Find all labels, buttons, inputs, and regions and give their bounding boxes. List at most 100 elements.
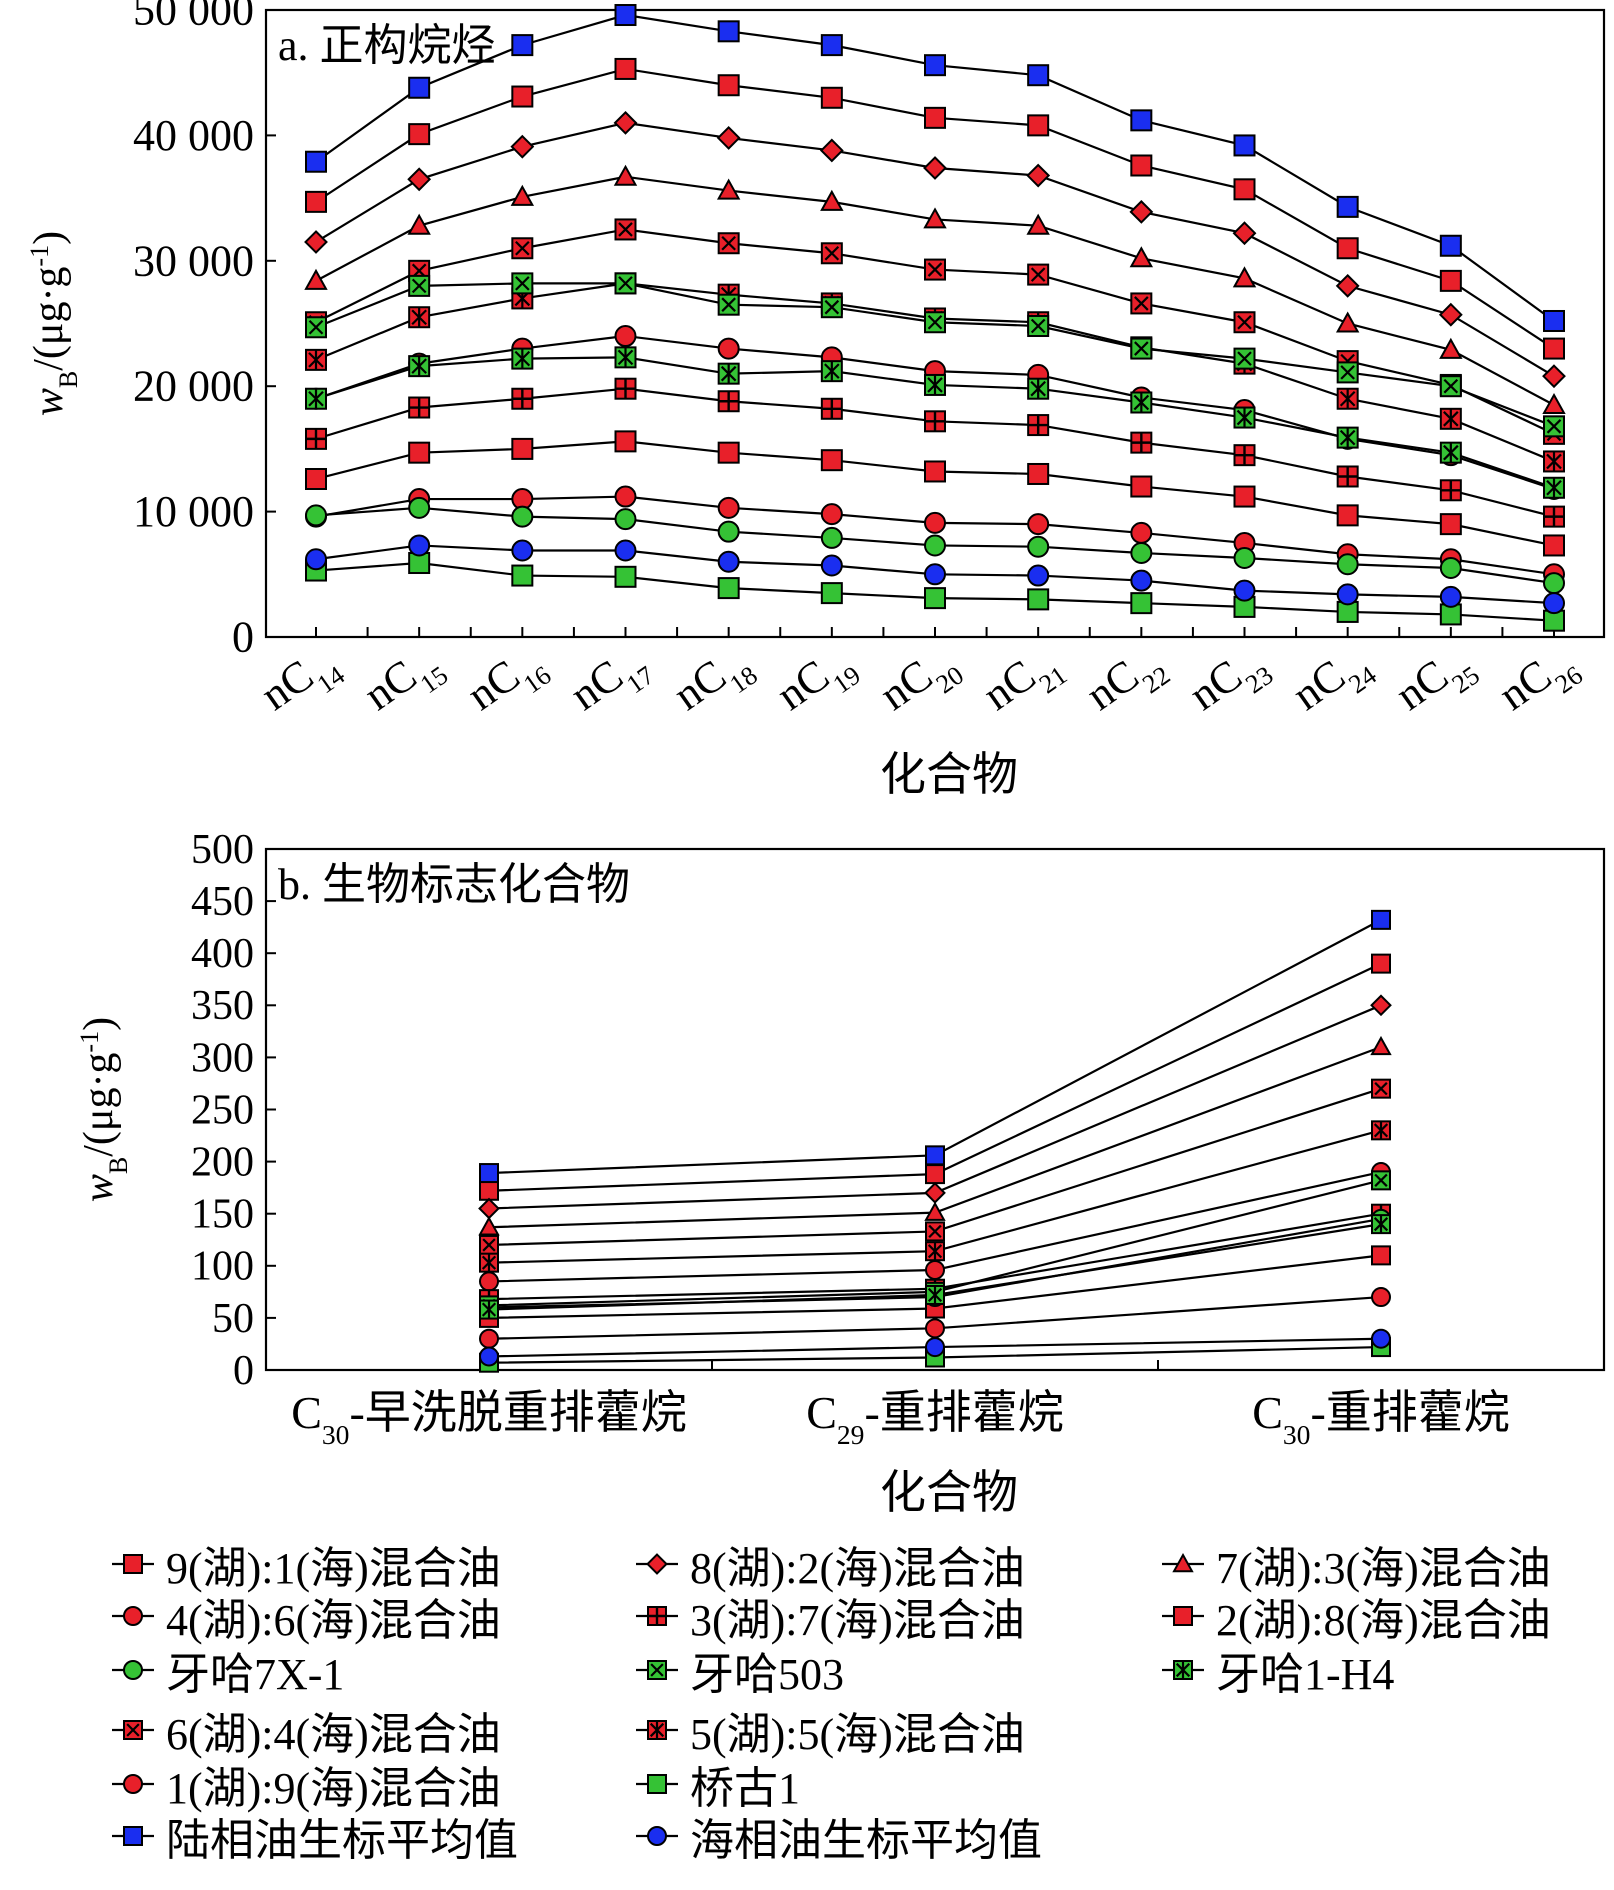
data-point-s8 <box>1542 364 1566 389</box>
data-point-s3 <box>408 396 431 419</box>
legend-label: 2(湖):8(海)混合油 <box>1216 1596 1551 1645</box>
data-point-s8 <box>819 138 844 163</box>
legend-item-s8: 8(湖):2(海)混合油 <box>634 1538 1025 1593</box>
data-point-yh503 <box>1439 375 1462 398</box>
y-tick-label: 400 <box>191 931 254 977</box>
data-point-yh1h4 <box>479 1299 499 1320</box>
data-point-land <box>1543 309 1565 332</box>
legend-label: 1(湖):9(海)混合油 <box>166 1764 501 1813</box>
data-point-yh503 <box>408 274 431 297</box>
data-point-s2 <box>820 449 843 472</box>
data-point-s9 <box>305 190 327 213</box>
series-line-s3 <box>315 387 1555 518</box>
data-point-s4 <box>717 337 740 360</box>
data-point-s7 <box>1232 266 1257 288</box>
data-point-yh503 <box>1371 1170 1391 1191</box>
legend-label: 4(湖):6(海)混合油 <box>166 1596 501 1645</box>
data-point-yh1h4 <box>1130 391 1153 414</box>
legend-item-s7: 7(湖):3(海)混合油 <box>1160 1538 1551 1593</box>
data-point-s1 <box>820 503 843 526</box>
legend-item-yh1h4: 牙哈1-H4 <box>1160 1644 1394 1699</box>
data-point-s9 <box>820 86 843 109</box>
data-point-s9 <box>1543 337 1565 360</box>
data-point-yh1h4 <box>1543 476 1565 499</box>
data-point-s8 <box>1026 163 1051 188</box>
data-point-s6 <box>614 218 637 241</box>
legend-swatch-land <box>112 1826 154 1846</box>
data-point-yh503 <box>511 272 534 295</box>
series-line-yh503 <box>315 282 1555 428</box>
y-axis-label: wB/(μg·g-1) <box>75 1017 133 1202</box>
data-point-s2 <box>1233 485 1256 508</box>
y-tick-label: 300 <box>191 1035 254 1081</box>
data-point-s7 <box>716 178 741 200</box>
data-point-yh1h4 <box>924 373 946 396</box>
legend-swatch-yh503 <box>636 1660 678 1680</box>
data-point-land <box>479 1163 499 1184</box>
legend-swatch-s2 <box>1162 1606 1204 1626</box>
legend-item-yh503: 牙哈503 <box>634 1644 844 1699</box>
legend-swatch-s9 <box>112 1554 154 1574</box>
data-point-qg1 <box>1027 588 1050 611</box>
legend-label: 7(湖):3(海)混合油 <box>1216 1544 1551 1593</box>
series-markers <box>478 909 1392 1373</box>
data-point-yh1h4 <box>1233 406 1256 429</box>
data-point-yh503 <box>820 296 843 319</box>
data-point-s6 <box>1130 292 1153 315</box>
y-tick-label: 0 <box>233 1348 254 1394</box>
data-point-marine <box>511 539 534 562</box>
x-tick-label: nC16 <box>458 635 556 729</box>
legend-swatch-s7 <box>1162 1552 1204 1573</box>
legend-label: 8(湖):2(海)混合油 <box>690 1544 1025 1593</box>
data-point-marine <box>408 534 431 557</box>
data-point-yh7x <box>408 496 431 519</box>
legend-item-yh7x: 牙哈7X-1 <box>110 1644 344 1699</box>
x-tick-label: nC26 <box>1490 635 1588 729</box>
data-point-s2 <box>511 437 534 460</box>
legend-item-s2: 2(湖):8(海)混合油 <box>1160 1590 1551 1645</box>
data-point-land <box>924 54 946 77</box>
data-point-s1 <box>924 511 946 534</box>
data-point-s7 <box>478 1216 500 1236</box>
data-point-s9 <box>717 74 740 97</box>
y-tick-label: 50 <box>212 1296 254 1342</box>
data-point-s5 <box>305 348 327 371</box>
data-point-s7 <box>407 213 431 235</box>
data-point-s6 <box>479 1234 499 1255</box>
data-point-s6 <box>1027 263 1050 286</box>
x-tick-label: nC20 <box>871 635 969 729</box>
data-point-s7 <box>1439 337 1463 359</box>
data-point-s5 <box>1371 1120 1391 1141</box>
data-point-s8 <box>924 1181 946 1204</box>
x-tick-label: nC25 <box>1387 635 1485 729</box>
data-point-yh503 <box>305 316 327 339</box>
data-point-s4 <box>614 325 637 348</box>
data-point-yh503 <box>717 293 740 316</box>
data-point-s7 <box>510 184 535 206</box>
data-point-marine <box>925 1337 945 1358</box>
legend-swatch-s8 <box>636 1553 678 1575</box>
data-point-s3 <box>1233 444 1256 467</box>
legend-label: 牙哈7X-1 <box>166 1650 345 1699</box>
data-point-marine <box>820 554 843 577</box>
data-point-s1 <box>1371 1287 1391 1308</box>
data-point-yh503 <box>1130 337 1153 360</box>
data-point-s3 <box>1543 505 1565 528</box>
data-point-yh1h4 <box>305 387 327 410</box>
legend-swatch-marine <box>636 1826 678 1846</box>
data-point-s7 <box>1335 311 1360 333</box>
data-point-yh1h4 <box>820 360 843 383</box>
data-point-yh1h4 <box>717 362 740 385</box>
data-point-s3 <box>820 397 843 420</box>
legend-swatch-s5 <box>636 1720 678 1740</box>
data-point-s8 <box>1438 302 1463 327</box>
x-tick-label: nC23 <box>1180 635 1278 729</box>
data-point-s9 <box>511 85 534 108</box>
x-tick-label: C30-早洗脱重排藿烷 <box>291 1387 687 1450</box>
data-point-s3 <box>305 427 327 450</box>
data-point-land <box>614 4 637 27</box>
data-point-land <box>305 150 327 173</box>
data-point-s5 <box>408 306 431 329</box>
data-point-marine <box>479 1346 499 1367</box>
data-point-s9 <box>1371 953 1391 974</box>
